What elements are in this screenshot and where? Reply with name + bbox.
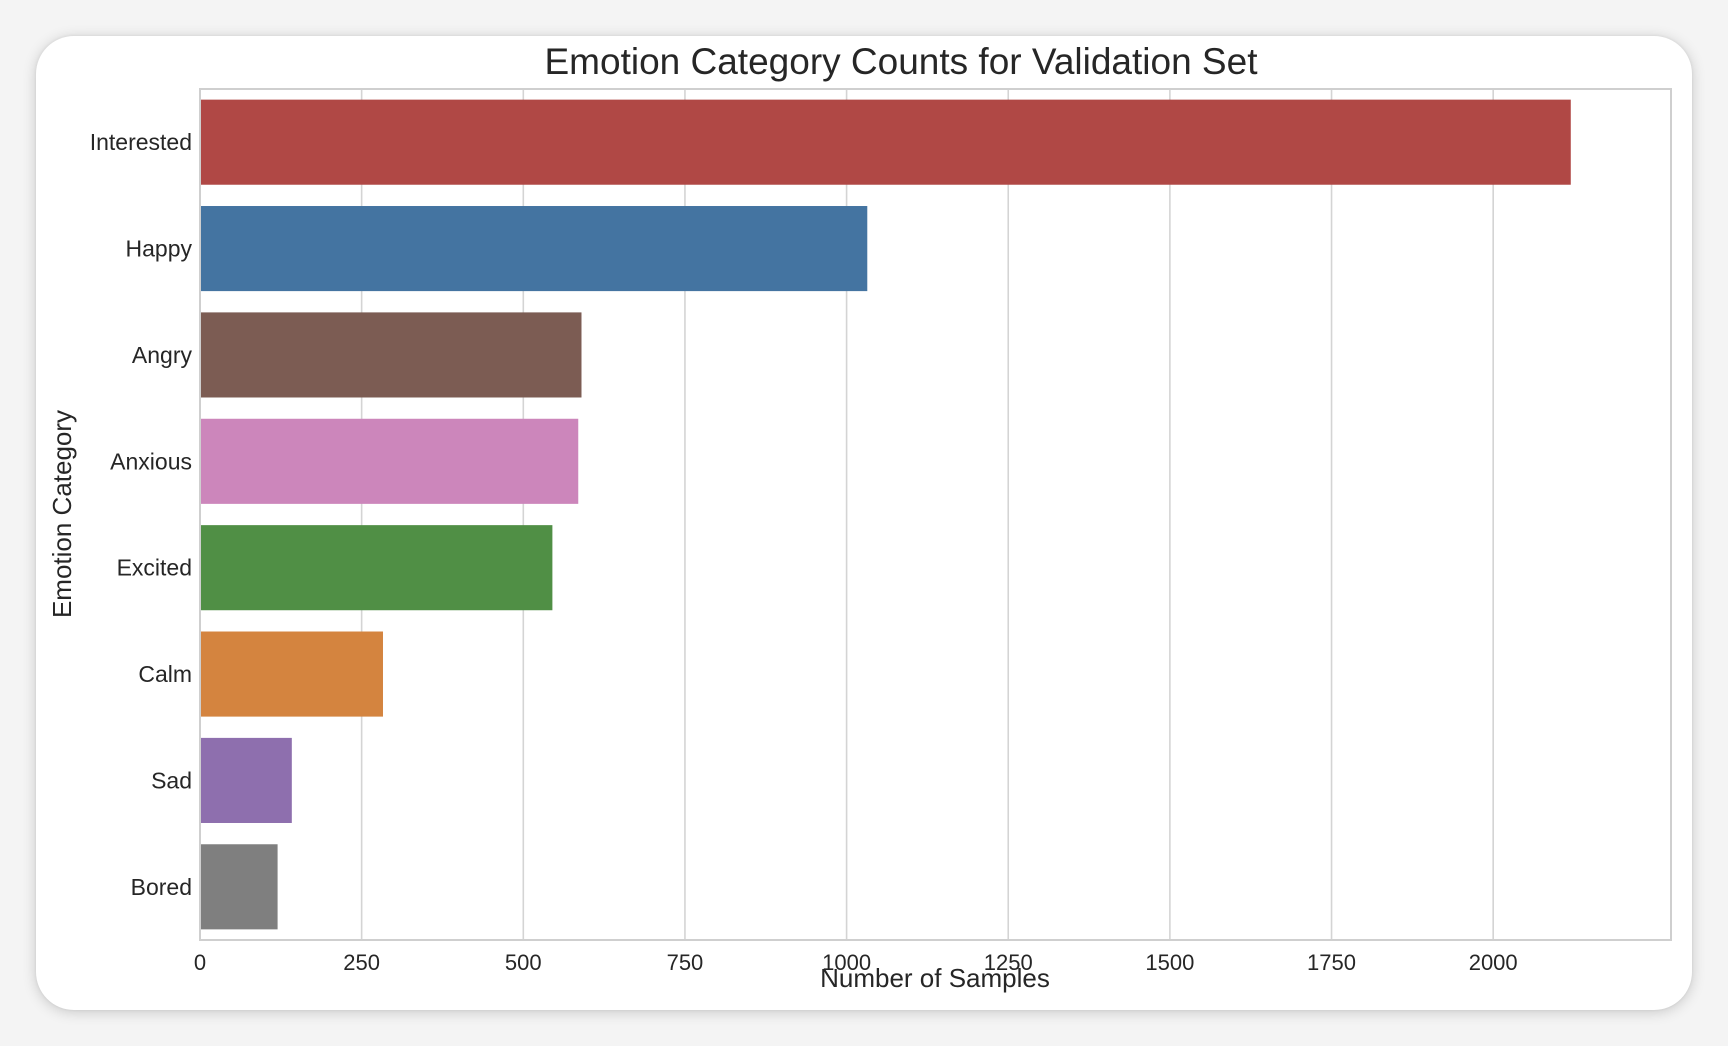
x-tick-label: 1500 bbox=[1145, 950, 1194, 975]
x-axis-label: Number of Samples bbox=[820, 963, 1050, 993]
chart-card: Emotion Category Counts for Validation S… bbox=[36, 36, 1692, 1010]
bar-interested bbox=[200, 99, 1571, 185]
category-label-sad: Sad bbox=[151, 767, 192, 793]
x-tick-label: 2000 bbox=[1469, 950, 1518, 975]
category-label-bored: Bored bbox=[131, 874, 192, 900]
category-label-interested: Interested bbox=[90, 129, 192, 155]
bar-anxious bbox=[200, 418, 579, 504]
x-tick-label: 250 bbox=[343, 950, 380, 975]
x-tick-label: 1250 bbox=[984, 950, 1033, 975]
x-tick-label: 0 bbox=[194, 950, 206, 975]
bar-excited bbox=[200, 525, 553, 611]
bar-happy bbox=[200, 206, 868, 292]
category-label-happy: Happy bbox=[126, 236, 193, 262]
category-label-calm: Calm bbox=[138, 661, 192, 687]
bars bbox=[200, 99, 1571, 930]
x-tick-label: 750 bbox=[667, 950, 704, 975]
bar-chart: Emotion Category Counts for Validation S… bbox=[47, 41, 1672, 993]
x-tick-label: 1000 bbox=[822, 950, 871, 975]
category-label-excited: Excited bbox=[117, 555, 192, 581]
category-labels: Interested Happy Angry Anxious Excited Calm Sa… bbox=[90, 129, 193, 900]
x-tick-labels: 0 250 500 750 1000 1250 1500 1750 2000 bbox=[194, 950, 1518, 975]
bar-sad bbox=[200, 737, 292, 823]
category-label-anxious: Anxious bbox=[110, 448, 192, 474]
x-tick-label: 500 bbox=[505, 950, 542, 975]
bar-bored bbox=[200, 844, 278, 930]
y-axis-label: Emotion Category bbox=[47, 410, 77, 618]
chart-title: Emotion Category Counts for Validation S… bbox=[545, 41, 1259, 82]
x-tick-label: 1750 bbox=[1307, 950, 1356, 975]
plot-frame bbox=[199, 88, 1672, 941]
bar-calm bbox=[200, 631, 383, 717]
bar-angry bbox=[200, 312, 582, 398]
category-label-angry: Angry bbox=[132, 342, 193, 368]
